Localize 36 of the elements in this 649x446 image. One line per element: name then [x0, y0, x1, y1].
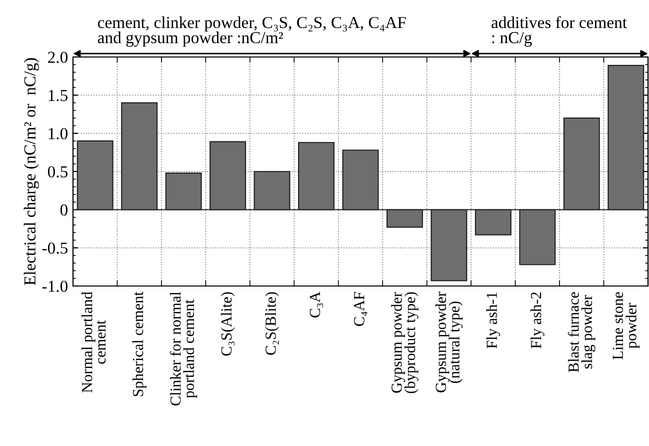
x-tick-label: Blast furnace slag powder	[568, 292, 596, 372]
bar	[254, 170, 290, 210]
bar	[121, 102, 158, 210]
x-tick-label: Normal portland cement	[82, 292, 106, 393]
bar	[430, 209, 468, 282]
y-tick-label: -1.0	[42, 280, 68, 292]
y-tick-label: 0.5	[48, 166, 68, 178]
x-tick-label: C₄AF	[354, 292, 368, 326]
bar	[608, 64, 644, 210]
x-tick-label: C₃A	[310, 292, 324, 318]
x-tick-label: Spherical cement	[132, 292, 146, 396]
y-tick-label: 1.0	[48, 128, 68, 140]
y-tick-label: 1.5	[48, 90, 68, 102]
y-tick-label: 0	[60, 204, 68, 216]
x-tick-label: Fly ash-1	[486, 292, 500, 348]
bar	[563, 118, 600, 210]
bar	[386, 209, 423, 228]
bar	[519, 209, 556, 266]
x-tick-label: C₃S(Alite)	[220, 292, 235, 356]
x-tick-label: Gypsum powder (natural type)	[435, 292, 463, 392]
x-tick-label: C₂S(Blite)	[265, 292, 279, 355]
y-tick-label: -0.5	[42, 242, 68, 254]
bar	[165, 172, 202, 210]
text: cement, clinker powder, C₃S, C₂S, C₃A, C₄AF and gypsum powder :nC/m²	[98, 16, 406, 47]
bar	[210, 141, 246, 210]
x-tick-label: Lime stone powder	[612, 292, 640, 360]
bar	[76, 140, 114, 210]
bar	[298, 142, 335, 210]
bar	[342, 150, 379, 210]
x-tick-label: Clinker for normal portland cement	[170, 292, 198, 406]
x-tick-label: Gypsum powder (byproduct type)	[391, 292, 418, 394]
x-tick-label: Fly ash-2	[530, 292, 544, 348]
text: additives for cement : nC/g	[492, 16, 627, 47]
y-tick-label: 2.0	[48, 52, 68, 64]
bar	[474, 209, 512, 236]
y-axis-title: Electrical charge (nC/m² or nC/g)	[24, 58, 39, 286]
